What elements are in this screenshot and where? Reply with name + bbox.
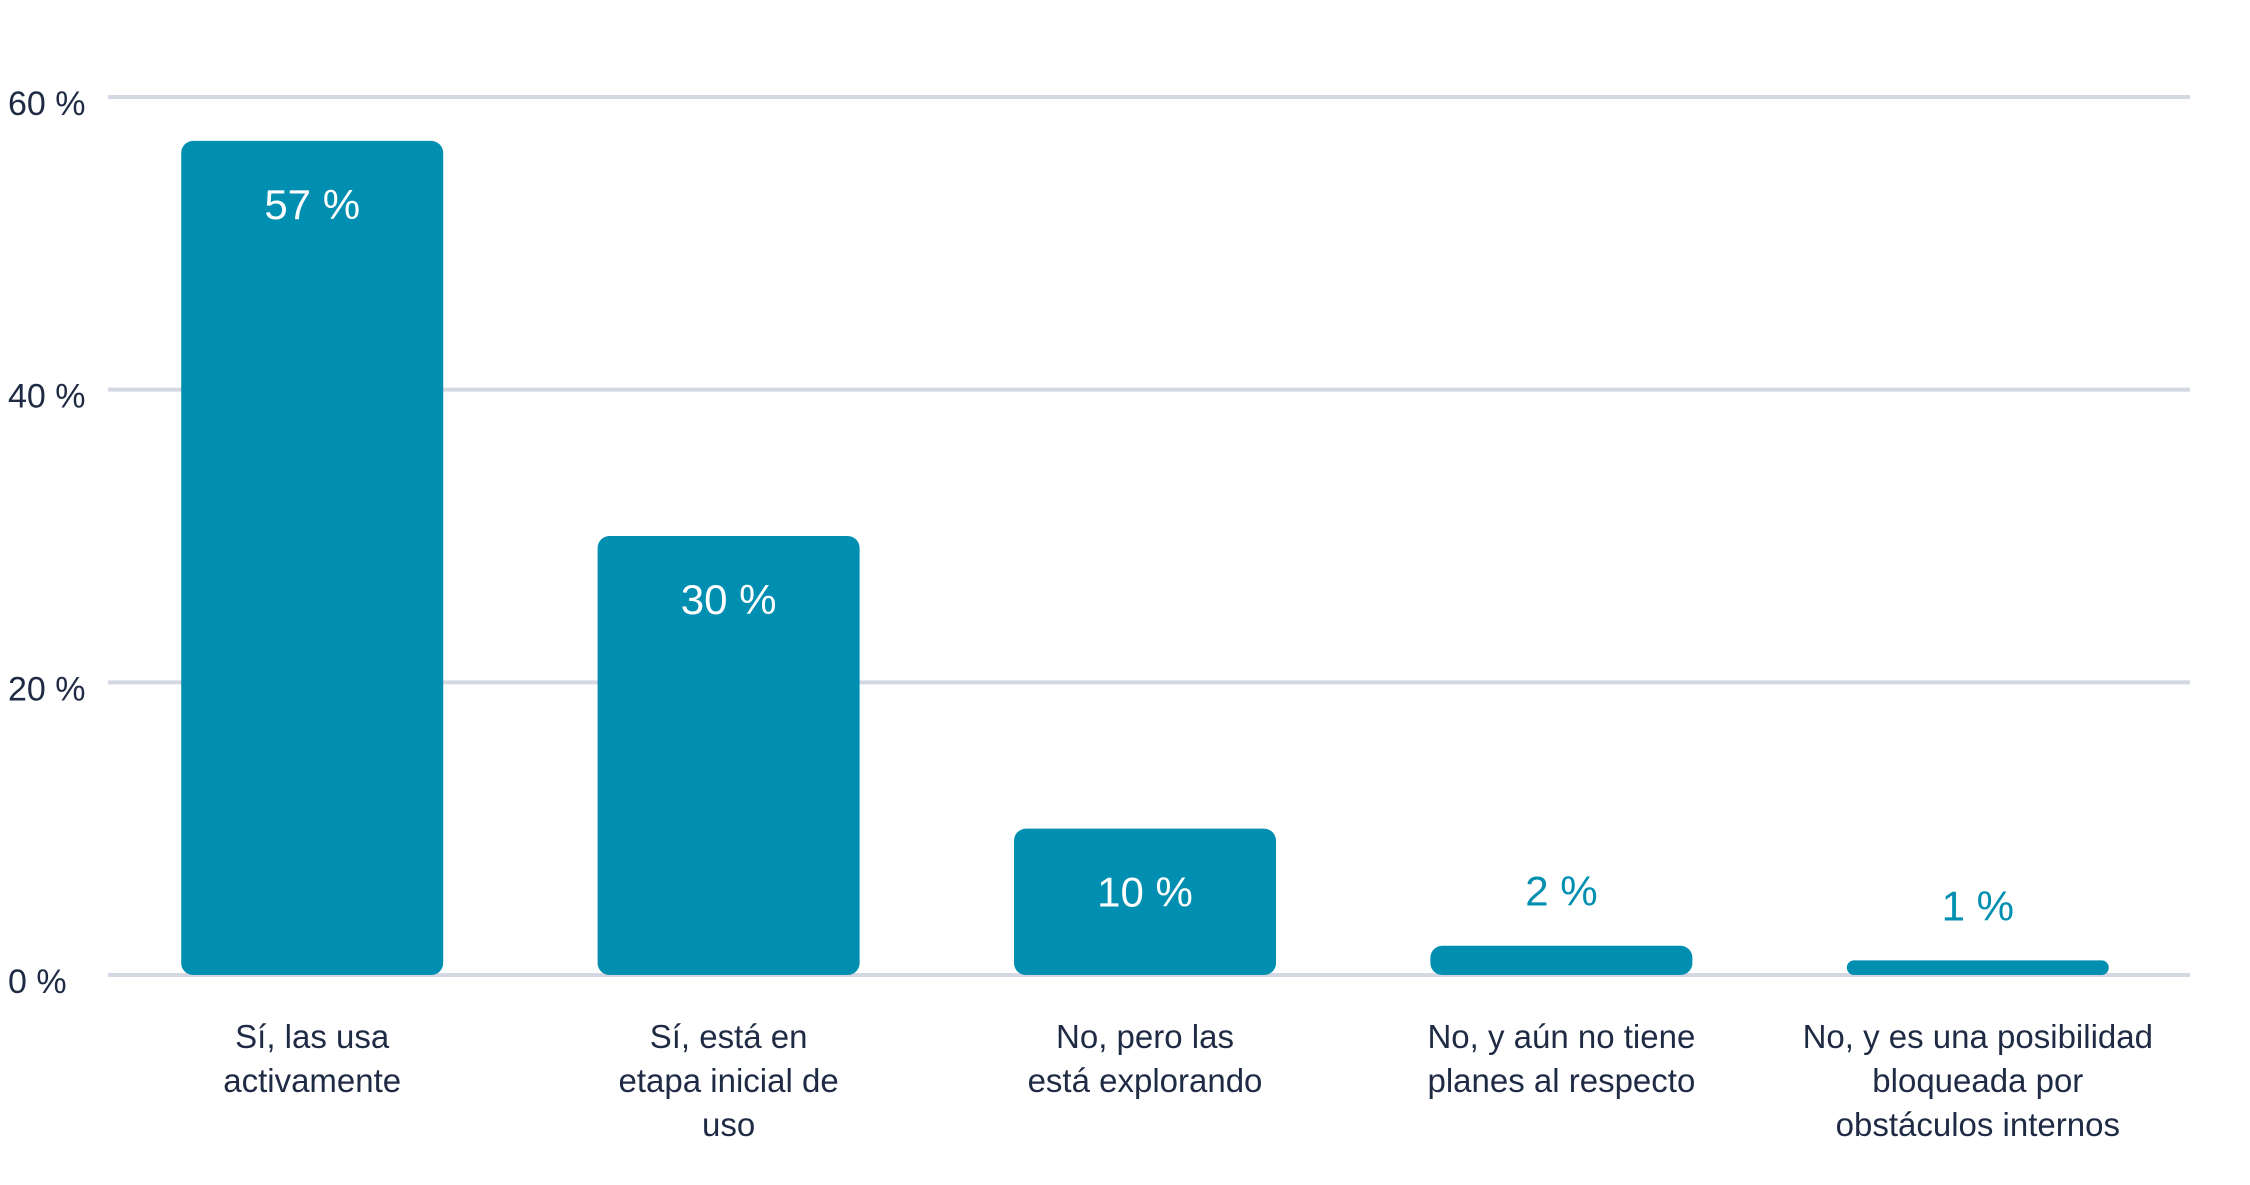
bar xyxy=(181,140,444,975)
y-tick-label: 60 % xyxy=(8,85,86,123)
data-label: 2 % xyxy=(1525,868,1597,915)
value-labels: 57 % 30 % 10 % 2 % 1 % xyxy=(264,181,2014,929)
x-category-label: No, y es una posibilidad bloqueada por obs… xyxy=(1803,1018,2153,1143)
x-category-label-line: activamente xyxy=(223,1062,401,1099)
x-category-label-line: uso xyxy=(702,1106,755,1143)
x-category-label-line: Sí, está en xyxy=(650,1018,808,1055)
x-category-label-line: Sí, las usa xyxy=(235,1018,390,1055)
category-labels: Sí, las usa activamente Sí, está en etapa i… xyxy=(223,1018,2153,1143)
bar xyxy=(1430,945,1693,975)
x-category-label: No, pero las está explorando xyxy=(1028,1018,1263,1099)
data-label: 30 % xyxy=(681,576,777,623)
bar xyxy=(1014,828,1276,975)
data-label: 10 % xyxy=(1097,869,1193,916)
x-category-label-line: obstáculos internos xyxy=(1836,1106,2120,1143)
y-tick-label: 20 % xyxy=(8,670,86,708)
bars xyxy=(181,140,2109,975)
x-category-label-line: etapa inicial de xyxy=(619,1062,839,1099)
y-axis-ticks: 0 % 20 % 40 % 60 % xyxy=(8,85,86,1001)
data-label: 1 % xyxy=(1942,882,2014,929)
x-category-label: Sí, las usa activamente xyxy=(223,1018,401,1099)
x-category-label-line: está explorando xyxy=(1028,1062,1263,1099)
data-label: 57 % xyxy=(264,181,360,228)
x-category-label-line: planes al respecto xyxy=(1427,1062,1695,1099)
x-category-label: Sí, está en etapa inicial de uso xyxy=(619,1018,839,1143)
bar xyxy=(597,536,860,975)
x-category-label: No, y aún no tiene planes al respecto xyxy=(1427,1018,1695,1099)
bar xyxy=(1846,960,2109,975)
y-tick-label: 0 % xyxy=(8,963,67,1001)
x-category-label-line: No, y es una posibilidad xyxy=(1803,1018,2153,1055)
y-tick-label: 40 % xyxy=(8,378,86,416)
x-category-label-line: bloqueada por xyxy=(1872,1062,2083,1099)
x-category-label-line: No, pero las xyxy=(1056,1018,1234,1055)
x-category-label-line: No, y aún no tiene xyxy=(1427,1018,1695,1055)
